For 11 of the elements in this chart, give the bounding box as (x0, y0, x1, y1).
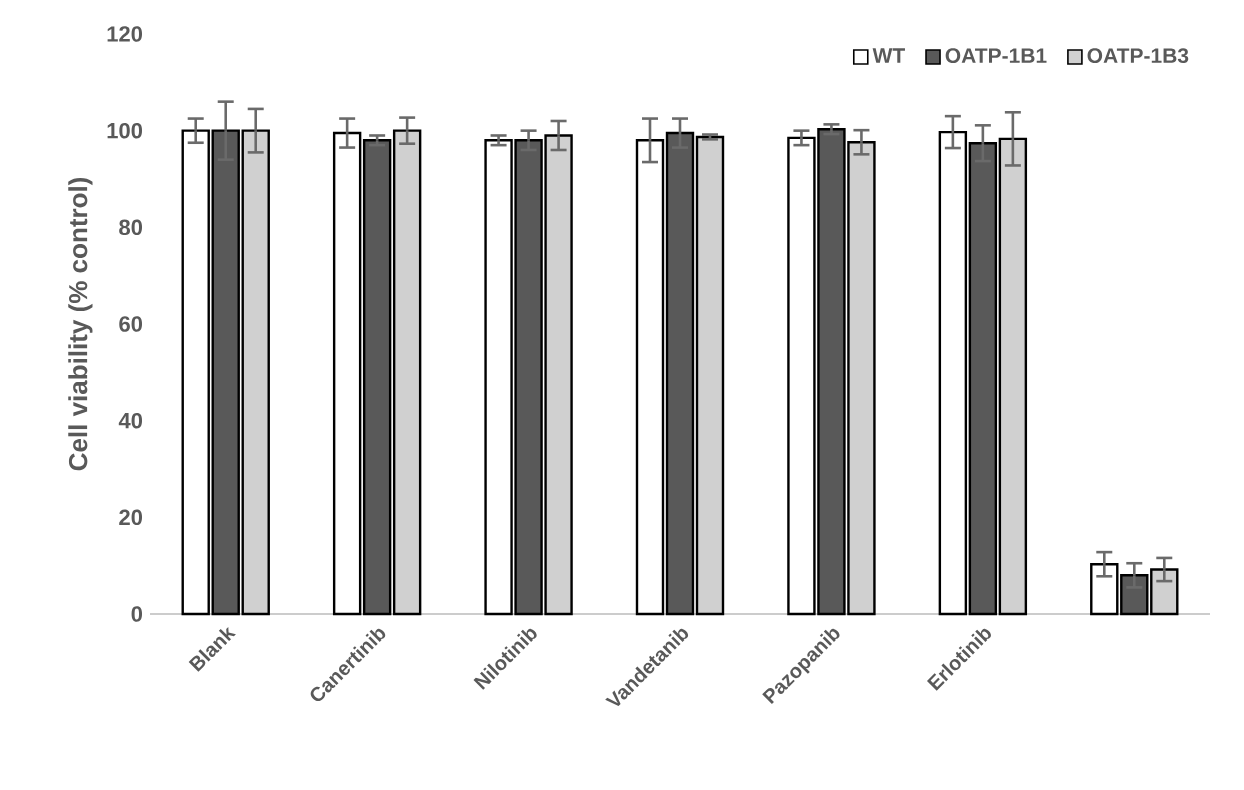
y-tick-label: 100 (107, 122, 143, 139)
y-tick-label: 60 (119, 316, 143, 332)
y-tick-label: 120 (107, 26, 143, 42)
y-tick-label: 40 (118, 412, 143, 429)
legend-label: OATP-1B3 (1087, 48, 1189, 64)
y-axis-title: Cell viability (% control) (68, 177, 93, 471)
y-tick-label: 0 (131, 606, 143, 622)
legend-label: OATP-1B1 (945, 48, 1047, 64)
y-tick-label: 80 (119, 219, 143, 236)
legend-label: WT (872, 48, 905, 63)
y-tick-label: 20 (119, 509, 143, 526)
